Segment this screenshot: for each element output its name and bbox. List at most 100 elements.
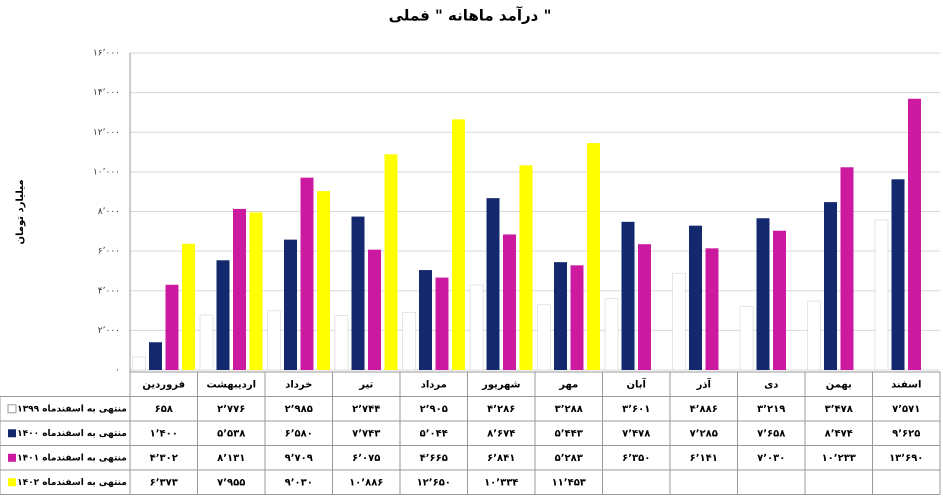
table-value: ۹٬۶۲۵ bbox=[892, 428, 920, 439]
bar bbox=[233, 208, 246, 370]
y-tick-label: ۶٬۰۰۰ bbox=[98, 247, 120, 257]
bar bbox=[503, 234, 516, 370]
y-tick-label: ۱۰٬۰۰۰ bbox=[93, 167, 120, 177]
legend-swatch bbox=[8, 429, 16, 438]
table-value: ۲٬۹۰۵ bbox=[420, 404, 448, 415]
bar bbox=[705, 248, 719, 370]
table-value: ۱٬۴۰۰ bbox=[150, 428, 178, 439]
x-tick-label: اسفند bbox=[891, 379, 921, 390]
bar bbox=[689, 225, 702, 370]
bar bbox=[537, 304, 551, 371]
legend-swatch bbox=[7, 404, 17, 414]
bar bbox=[756, 218, 770, 370]
bar bbox=[773, 230, 786, 370]
table-value: ۴٬۳۰۲ bbox=[150, 453, 178, 464]
table-value: ۶٬۳۵۰ bbox=[622, 453, 650, 464]
bar bbox=[334, 315, 349, 371]
y-tick-label: ۰ bbox=[115, 366, 120, 376]
bar bbox=[419, 270, 432, 370]
table-value: ۵٬۲۸۳ bbox=[555, 453, 583, 464]
table-value: ۵٬۴۴۳ bbox=[555, 428, 583, 439]
legend-swatch bbox=[8, 453, 16, 462]
bar bbox=[384, 154, 398, 370]
bar bbox=[216, 260, 230, 370]
x-tick-label: دی bbox=[764, 379, 778, 390]
legend-label: منتهی به اسفندماه ۱۴۰۱ bbox=[17, 453, 127, 463]
bar bbox=[587, 143, 600, 370]
bar bbox=[199, 314, 214, 371]
bar bbox=[824, 202, 837, 370]
bar bbox=[891, 179, 905, 370]
table-value: ۷٬۹۵۵ bbox=[217, 477, 245, 488]
bar bbox=[874, 219, 889, 371]
bar bbox=[132, 356, 146, 371]
table-value: ۷٬۷۴۳ bbox=[352, 428, 380, 439]
x-tick-label: خرداد bbox=[285, 379, 312, 390]
x-tick-label: آبان bbox=[627, 377, 647, 390]
bar bbox=[402, 312, 416, 371]
bar bbox=[317, 191, 330, 370]
table-value: ۸٬۴۷۴ bbox=[825, 428, 853, 439]
table-value: ۷٬۰۳۰ bbox=[757, 453, 785, 464]
table-value: ۸٬۱۳۱ bbox=[217, 453, 245, 464]
bar bbox=[249, 212, 263, 370]
table-value: ۹٬۷۰۹ bbox=[285, 453, 313, 464]
bar bbox=[840, 167, 854, 370]
table-value: ۳٬۲۸۸ bbox=[555, 404, 583, 415]
bar bbox=[469, 284, 484, 371]
bar bbox=[486, 198, 500, 370]
x-tick-label: تیر bbox=[358, 379, 373, 390]
x-tick-label: بهمن bbox=[826, 379, 852, 390]
table-value: ۱۰٬۲۳۳ bbox=[822, 453, 856, 464]
bar bbox=[739, 305, 754, 371]
y-tick-label: ۸٬۰۰۰ bbox=[98, 207, 120, 217]
table-value: ۳٬۲۱۹ bbox=[757, 404, 785, 415]
bar bbox=[604, 298, 619, 371]
table-value: ۵٬۵۳۸ bbox=[217, 428, 245, 439]
table-value: ۳٬۴۷۸ bbox=[825, 404, 853, 415]
table-value: ۱۲٬۶۵۰ bbox=[417, 477, 451, 488]
table-value: ۳٬۶۰۱ bbox=[622, 404, 650, 415]
legend-swatch bbox=[8, 478, 16, 487]
table-value: ۲٬۷۷۶ bbox=[217, 404, 245, 415]
table-value: ۴٬۶۶۵ bbox=[420, 453, 448, 464]
table-value: ۶٬۸۴۱ bbox=[487, 453, 515, 464]
y-tick-label: ۱۲٬۰۰۰ bbox=[93, 128, 120, 138]
bar bbox=[165, 284, 179, 370]
bar bbox=[807, 300, 821, 371]
chart-title: درآمد ماهانه " فملی " bbox=[389, 7, 552, 25]
table-value: ۲٬۷۴۴ bbox=[352, 404, 380, 415]
y-axis-label: میلیارد تومان bbox=[15, 179, 26, 244]
y-tick-label: ۲٬۰۰۰ bbox=[98, 326, 120, 336]
table-value: ۱۱٬۴۵۳ bbox=[552, 477, 586, 488]
table-value: ۹٬۰۳۰ bbox=[285, 477, 313, 488]
bar bbox=[284, 239, 297, 370]
bar bbox=[908, 98, 921, 370]
bar bbox=[519, 165, 533, 370]
x-tick-label: مرداد bbox=[421, 379, 447, 390]
bar bbox=[452, 119, 465, 370]
bar bbox=[672, 272, 686, 371]
table-value: ۴٬۸۸۶ bbox=[690, 404, 718, 415]
bar bbox=[554, 262, 567, 370]
table-value: ۶٬۵۸۰ bbox=[285, 428, 313, 439]
table-value: ۶٬۰۷۵ bbox=[352, 453, 380, 464]
bar bbox=[368, 249, 381, 370]
table-value: ۶٬۳۷۳ bbox=[150, 477, 178, 488]
table-value: ۱۰٬۸۸۶ bbox=[349, 477, 383, 488]
table-value: ۶٬۱۴۱ bbox=[690, 453, 718, 464]
x-tick-label: فروردین bbox=[142, 379, 185, 390]
y-tick-label: ۱۴٬۰۰۰ bbox=[93, 88, 120, 98]
table-value: ۱۳٬۶۹۰ bbox=[889, 453, 923, 464]
bar bbox=[570, 265, 584, 370]
table-value: ۷٬۲۸۵ bbox=[690, 428, 718, 439]
table-value: ۶۵۸ bbox=[155, 404, 173, 415]
table-value: ۵٬۰۴۴ bbox=[420, 428, 448, 439]
legend-label: منتهی به اسفندماه ۱۴۰۲ bbox=[17, 478, 127, 488]
table-value: ۷٬۵۷۱ bbox=[892, 404, 920, 415]
y-tick-label: ۴٬۰۰۰ bbox=[98, 286, 120, 296]
x-tick-label: آذر bbox=[696, 377, 712, 390]
x-tick-label: مهر bbox=[558, 379, 578, 390]
